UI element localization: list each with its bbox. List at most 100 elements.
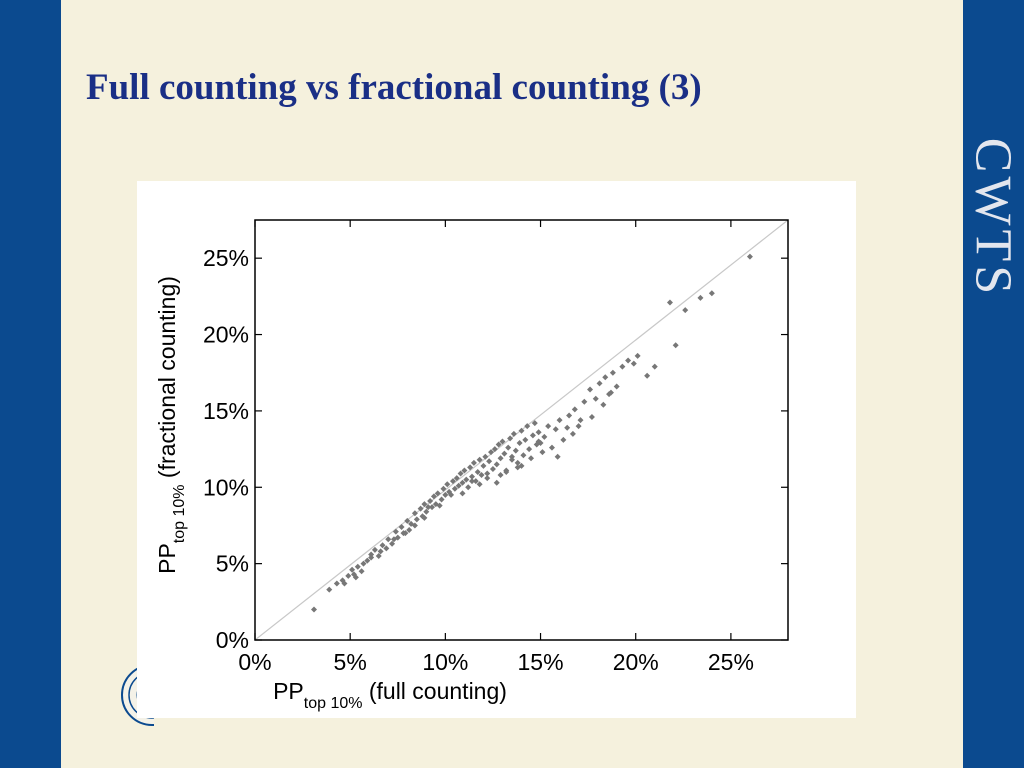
- scatter-point: [470, 459, 477, 466]
- scatter-point: [493, 461, 500, 468]
- scatter-point: [440, 485, 447, 492]
- scatter-point: [514, 464, 521, 471]
- x-tick-label: 0%: [238, 649, 271, 675]
- scatter-point: [442, 491, 449, 498]
- scatter-point: [666, 299, 673, 306]
- scatter-point: [625, 357, 632, 364]
- chart-panel: 0% 5% 10% 15% 20% 25% 0% 5% 10% 15% 20% 25% PPtop …: [137, 181, 856, 718]
- scatter-point: [596, 380, 603, 387]
- scatter-point: [360, 560, 367, 567]
- scatter-point: [651, 363, 658, 370]
- scatter-point: [507, 435, 514, 442]
- scatter-point: [413, 516, 420, 523]
- scatter-point: [476, 456, 483, 463]
- scatter-point: [697, 294, 704, 301]
- scatter-point: [682, 307, 689, 314]
- scatter-point: [404, 517, 411, 524]
- scatter-point: [528, 455, 535, 462]
- scatter-point: [607, 389, 614, 396]
- scatter-point: [389, 540, 396, 547]
- scatter-point: [406, 527, 413, 534]
- scatter-point: [345, 572, 352, 579]
- scatter-point: [311, 606, 318, 613]
- scatter-point: [411, 510, 418, 517]
- scatter-point: [339, 577, 346, 584]
- scatter-point: [524, 423, 531, 430]
- scatter-point: [531, 420, 538, 427]
- scatter-point: [613, 383, 620, 390]
- scatter-point: [514, 459, 521, 466]
- scatter-point: [495, 441, 502, 448]
- scatter-point: [548, 444, 555, 451]
- scatter-point: [493, 479, 500, 486]
- x-tick-label: 20%: [613, 649, 659, 675]
- scatter-point: [368, 554, 375, 561]
- scatter-point: [377, 548, 384, 555]
- scatter-point: [564, 424, 571, 431]
- scatter-point: [488, 449, 495, 456]
- scatter-point: [556, 417, 563, 424]
- x-axis-label-rest: (full counting): [362, 678, 506, 704]
- y-tick-label: 0%: [216, 627, 249, 653]
- scatter-point: [672, 342, 679, 349]
- scatter-point: [469, 473, 476, 480]
- scatter-point: [497, 455, 504, 462]
- scatter-point: [566, 412, 573, 419]
- scatter-point: [526, 446, 533, 453]
- x-tick-label: 15%: [518, 649, 564, 675]
- scatter-point: [459, 479, 466, 486]
- scatter-point: [354, 563, 361, 570]
- scatter-point: [465, 484, 472, 491]
- scatter-point: [571, 406, 578, 413]
- scatter-point: [472, 478, 479, 485]
- scatter-point: [476, 481, 483, 488]
- scatter-point: [453, 475, 460, 482]
- scatter-point: [482, 453, 489, 460]
- scatter-point: [588, 414, 595, 421]
- x-axis-label-sub: top 10%: [304, 695, 363, 712]
- scatter-point: [535, 438, 542, 445]
- plot-frame: [254, 219, 789, 641]
- scatter-point: [352, 574, 359, 581]
- scatter-point: [398, 523, 405, 530]
- scatter-point: [461, 467, 468, 474]
- scatter-point: [421, 501, 428, 508]
- x-axis-label-main: PP: [273, 678, 304, 704]
- y-axis-label-rest: (fractional counting): [154, 276, 180, 484]
- scatter-point: [522, 436, 529, 443]
- scatter-point: [333, 580, 340, 587]
- scatter-point: [575, 423, 582, 430]
- scatter-point: [600, 401, 607, 408]
- scatter-point: [541, 433, 548, 440]
- scatter-point: [552, 426, 559, 433]
- scatter-point: [434, 490, 441, 497]
- scatter-point: [425, 504, 432, 511]
- scatter-point: [411, 522, 418, 529]
- y-tick-label: 5%: [216, 551, 249, 577]
- scatter-point: [383, 545, 390, 552]
- scatter-point: [448, 491, 455, 498]
- scatter-point: [489, 465, 496, 472]
- scatter-point: [520, 452, 527, 459]
- scatter-point: [364, 557, 371, 564]
- scatter-point: [474, 469, 481, 475]
- scatter-point: [469, 478, 476, 485]
- x-tick-label: 10%: [422, 649, 468, 675]
- scatter-point: [402, 530, 409, 537]
- axis-ticks: [254, 220, 788, 641]
- scatter-point: [499, 438, 506, 445]
- scatter-point: [491, 446, 498, 453]
- scatter-point: [518, 427, 525, 434]
- scatter-point: [510, 430, 517, 437]
- scatter-point: [581, 398, 588, 405]
- y-tick-label: 25%: [203, 245, 249, 271]
- scatter-point: [554, 453, 561, 460]
- scatter-point: [349, 566, 356, 573]
- scatter-point: [478, 472, 485, 479]
- scatter-point: [463, 476, 470, 483]
- y-tick-label: 15%: [203, 398, 249, 424]
- scatter-point: [619, 363, 626, 370]
- scatter-point: [341, 580, 348, 587]
- scatter-point: [430, 493, 437, 500]
- scatter-point: [379, 542, 386, 549]
